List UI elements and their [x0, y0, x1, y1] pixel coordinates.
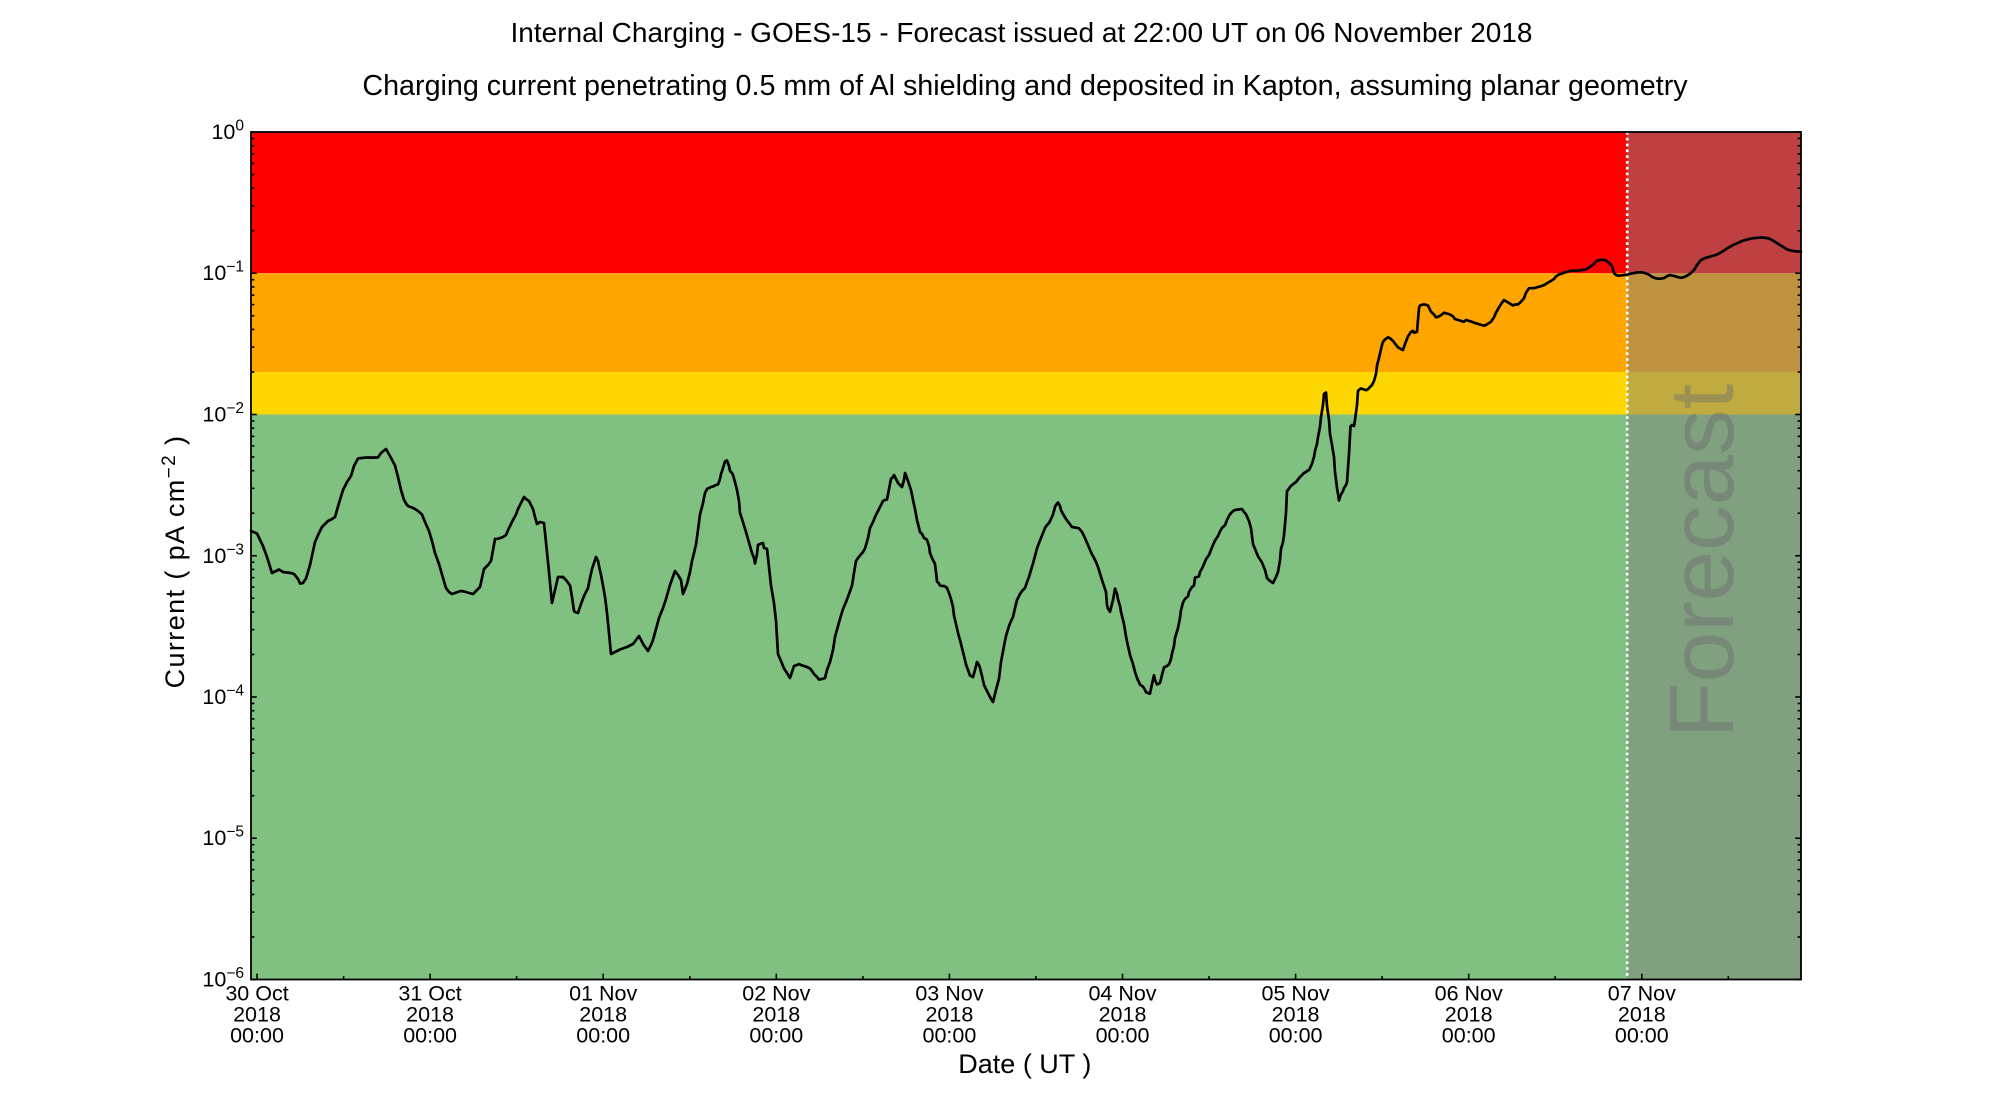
- svg-text:06 Nov: 06 Nov: [1435, 982, 1503, 1006]
- svg-text:00:00: 00:00: [1615, 1024, 1669, 1048]
- svg-text:02 Nov: 02 Nov: [742, 982, 810, 1006]
- svg-text:2018: 2018: [752, 1003, 800, 1027]
- svg-text:31 Oct: 31 Oct: [398, 982, 461, 1006]
- svg-text:05 Nov: 05 Nov: [1262, 982, 1330, 1006]
- svg-text:2018: 2018: [1272, 1003, 1320, 1027]
- svg-text:00:00: 00:00: [576, 1024, 630, 1048]
- svg-text:01 Nov: 01 Nov: [569, 982, 637, 1006]
- svg-text:2018: 2018: [1445, 1003, 1493, 1027]
- svg-text:00:00: 00:00: [1269, 1024, 1323, 1048]
- svg-text:2018: 2018: [925, 1003, 973, 1027]
- svg-text:00:00: 00:00: [749, 1024, 803, 1048]
- svg-text:2018: 2018: [406, 1003, 454, 1027]
- svg-text:07 Nov: 07 Nov: [1608, 982, 1676, 1006]
- svg-text:00:00: 00:00: [1096, 1024, 1150, 1048]
- svg-text:30 Oct: 30 Oct: [225, 982, 288, 1006]
- svg-text:2018: 2018: [1099, 1003, 1147, 1027]
- svg-text:00:00: 00:00: [230, 1024, 284, 1048]
- svg-text:Internal Charging - GOES-15 -: Internal Charging - GOES-15 - Forecast i…: [510, 17, 1532, 48]
- svg-text:Charging current penetrating 0: Charging current penetrating 0.5 mm of A…: [362, 70, 1688, 102]
- svg-text:00:00: 00:00: [1442, 1024, 1496, 1048]
- svg-text:04 Nov: 04 Nov: [1088, 982, 1156, 1006]
- svg-text:00:00: 00:00: [922, 1024, 976, 1048]
- svg-text:Forecast: Forecast: [1652, 384, 1753, 738]
- svg-text:03 Nov: 03 Nov: [915, 982, 983, 1006]
- svg-text:2018: 2018: [233, 1003, 281, 1027]
- svg-text:2018: 2018: [579, 1003, 627, 1027]
- svg-text:2018: 2018: [1618, 1003, 1666, 1027]
- svg-text:Date ( UT ): Date ( UT ): [958, 1049, 1091, 1079]
- svg-text:00:00: 00:00: [403, 1024, 457, 1048]
